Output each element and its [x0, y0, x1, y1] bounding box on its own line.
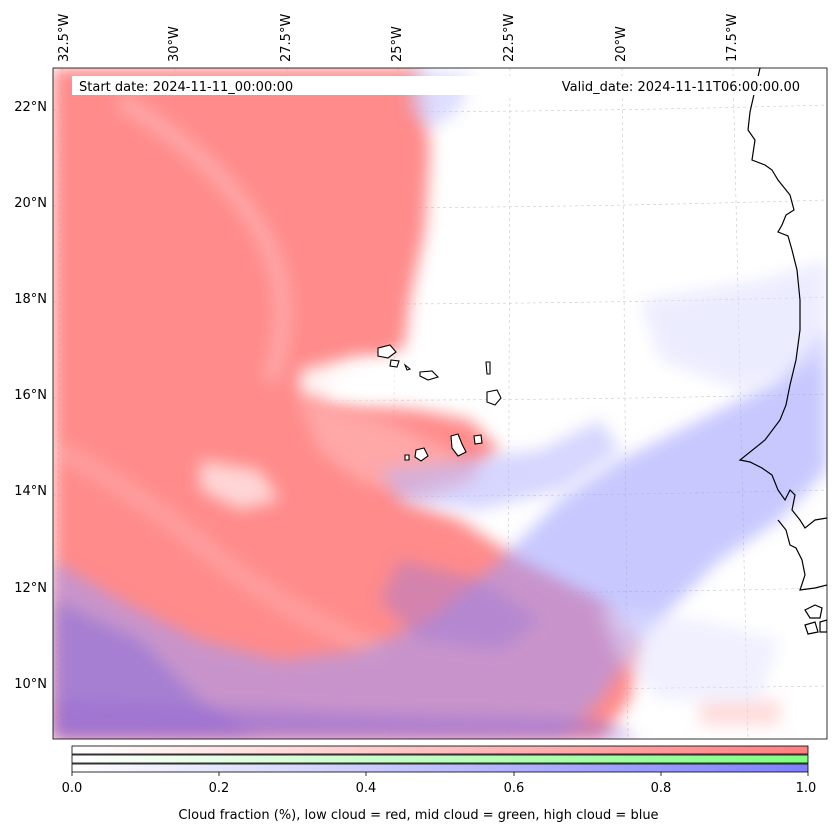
lon-label-25w: 25°W: [390, 26, 405, 62]
lon-label-30w: 30°W: [167, 26, 182, 62]
lat-label-20n: 20°N: [14, 196, 47, 211]
lon-label-17-5w: 17.5°W: [725, 14, 740, 62]
lon-label-22-5w: 22.5°W: [502, 14, 517, 62]
colorbar-caption: Cloud fraction (%), low cloud = red, mid…: [178, 808, 659, 823]
coastline-africa: [738, 68, 827, 635]
info-strip: [72, 76, 807, 95]
colorbar-tick-5: 1.0: [796, 781, 817, 796]
lon-label-32-5w: 32.5°W: [57, 14, 72, 62]
lat-label-16n: 16°N: [14, 388, 47, 403]
longitude-labels: 32.5°W 30°W 27.5°W 25°W 22.5°W 20°W 17.5…: [57, 14, 740, 62]
colorbar-tick-4: 0.8: [651, 781, 672, 796]
lon-label-27-5w: 27.5°W: [279, 14, 294, 62]
valid-date-label: Valid_date: 2024-11-11T06:00:00.00: [562, 80, 800, 95]
colorbar-low-red: [71, 745, 809, 755]
colorbar: 0.0 0.2 0.4 0.6 0.8 1.0: [62, 745, 817, 796]
colorbar-tick-3: 0.6: [504, 781, 525, 796]
cape-verde-islands: [377, 344, 502, 462]
lon-label-20w: 20°W: [614, 26, 629, 62]
latitude-labels: 22°N 20°N 18°N 16°N 14°N 12°N 10°N: [14, 100, 47, 692]
colorbar-tick-0: 0.0: [62, 781, 83, 796]
lat-label-18n: 18°N: [14, 292, 47, 307]
map-frame: [52, 67, 828, 740]
lat-label-14n: 14°N: [14, 484, 47, 499]
lat-label-12n: 12°N: [14, 581, 47, 596]
clear-sky-gaps: [200, 355, 400, 510]
map-area: [53, 68, 827, 739]
lat-label-22n: 22°N: [14, 100, 47, 115]
colorbar-high-blue: [71, 763, 809, 773]
colorbar-mid-green: [71, 754, 809, 764]
colorbar-tick-1: 0.2: [209, 781, 230, 796]
start-date-label: Start date: 2024-11-11_00:00:00: [79, 80, 293, 95]
colorbar-tick-2: 0.4: [356, 781, 377, 796]
lat-label-10n: 10°N: [14, 677, 47, 692]
